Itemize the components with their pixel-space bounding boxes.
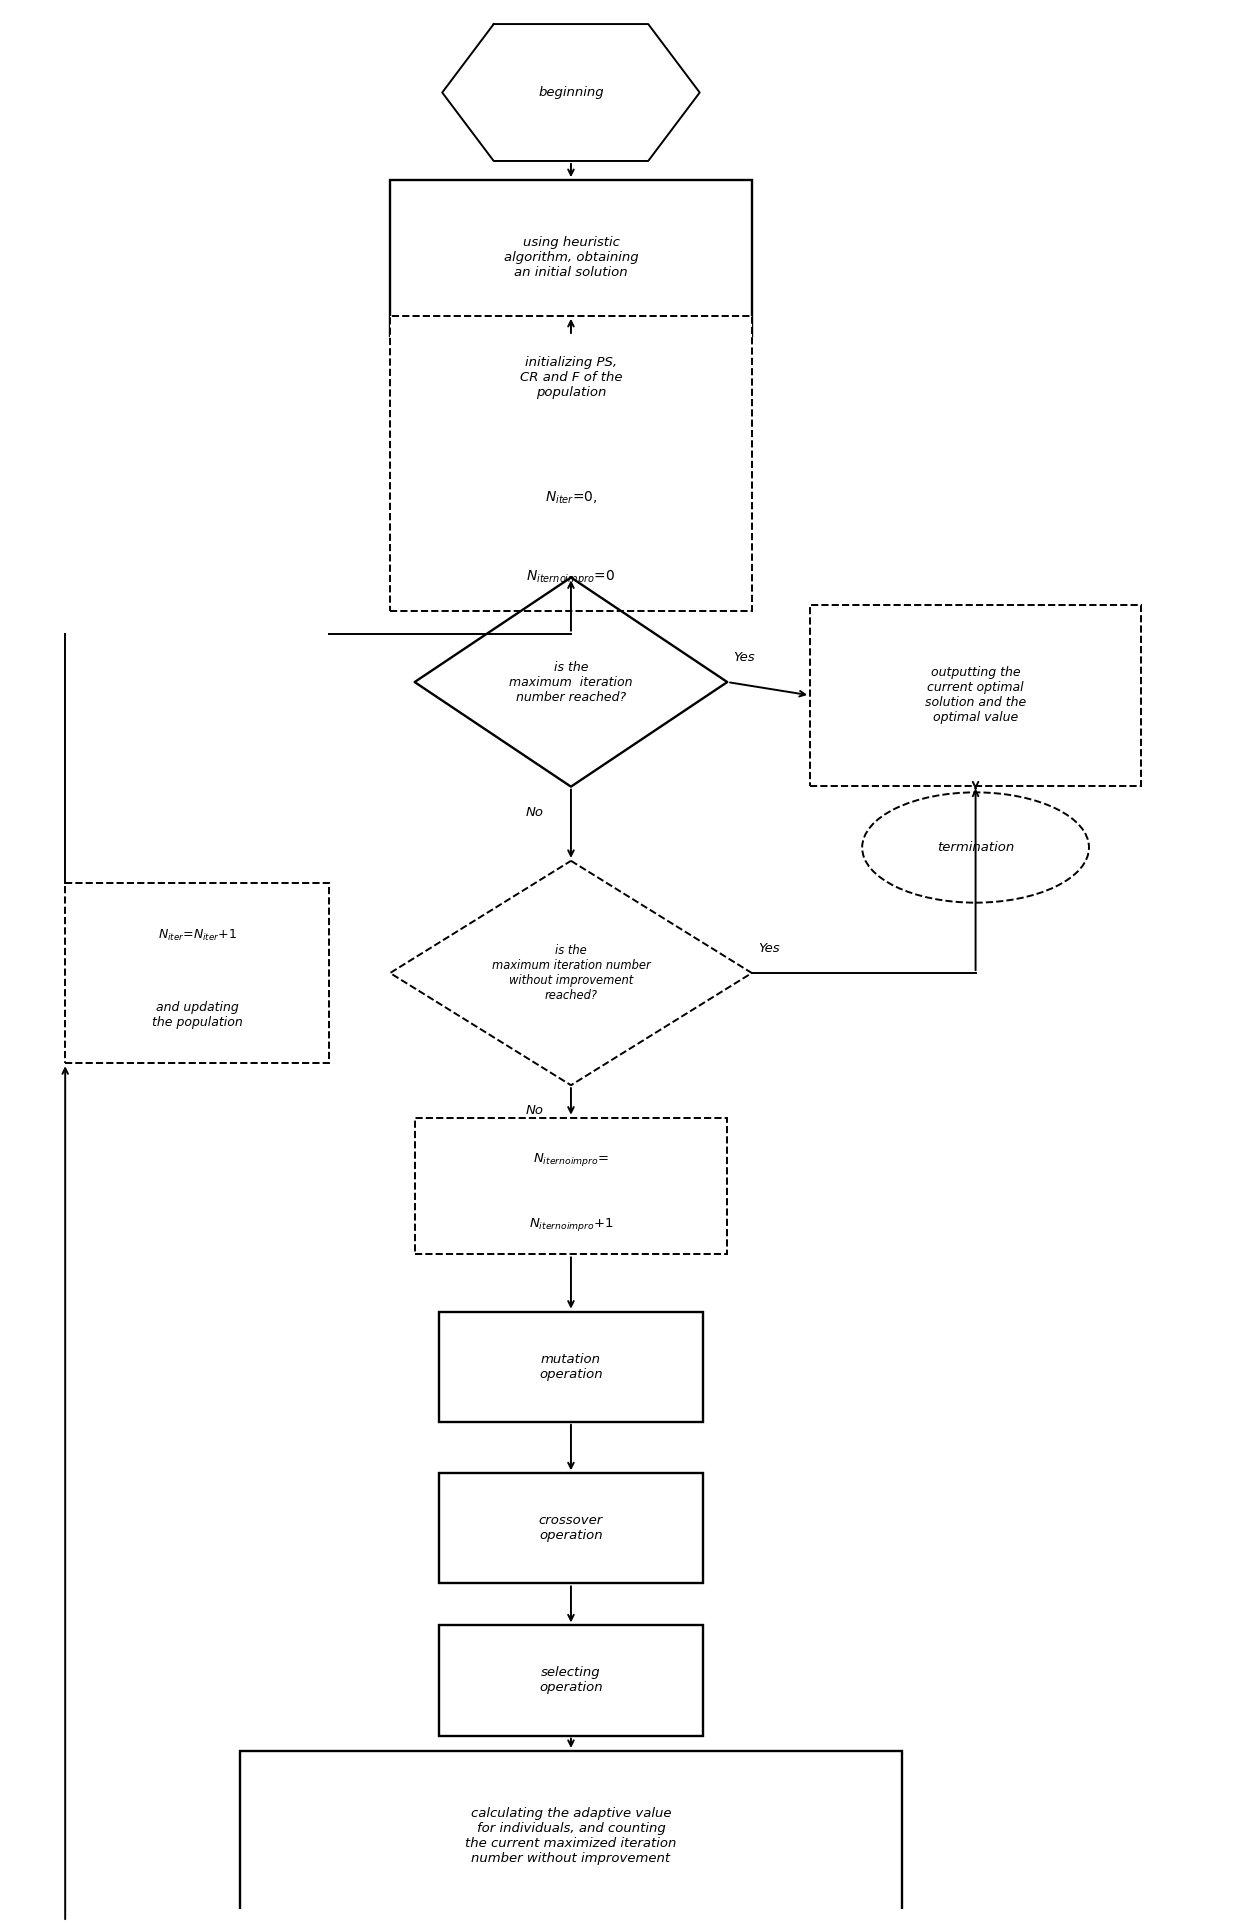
Bar	[810, 605, 1141, 786]
Polygon shape	[414, 578, 728, 786]
Text: Yes: Yes	[733, 651, 755, 664]
Bar	[239, 1751, 901, 1922]
Text: outputting the
current optimal
solution and the
optimal value: outputting the current optimal solution …	[925, 666, 1027, 724]
Bar	[391, 179, 751, 335]
Bar	[439, 1626, 703, 1735]
Text: beginning: beginning	[538, 87, 604, 98]
Text: initializing PS,
CR and F of the
population: initializing PS, CR and F of the populat…	[520, 356, 622, 399]
Bar	[414, 1117, 728, 1254]
Text: $N_{iter}$=$N_{iter}$+1: $N_{iter}$=$N_{iter}$+1	[157, 928, 237, 942]
Text: $N_{iternoimpro}$+1: $N_{iternoimpro}$+1	[528, 1215, 614, 1233]
Bar	[391, 316, 751, 611]
Polygon shape	[443, 23, 699, 162]
Text: $N_{iternoimpro}$=: $N_{iternoimpro}$=	[533, 1152, 609, 1167]
Text: $N_{iter}$=0,: $N_{iter}$=0,	[544, 489, 598, 507]
Text: mutation
operation: mutation operation	[539, 1352, 603, 1381]
Ellipse shape	[862, 792, 1089, 903]
Polygon shape	[391, 861, 751, 1084]
Text: selecting
operation: selecting operation	[539, 1666, 603, 1695]
Bar	[439, 1473, 703, 1583]
Text: No: No	[526, 1104, 543, 1117]
Text: is the
maximum  iteration
number reached?: is the maximum iteration number reached?	[510, 661, 632, 703]
Text: and updating
the population: and updating the population	[151, 1002, 242, 1028]
Text: using heuristic
algorithm, obtaining
an initial solution: using heuristic algorithm, obtaining an …	[503, 237, 639, 279]
Bar	[66, 882, 329, 1063]
Text: $N_{iternoimpro}$=0: $N_{iternoimpro}$=0	[527, 568, 615, 587]
Text: calculating the adaptive value
for individuals, and counting
the current maximiz: calculating the adaptive value for indiv…	[465, 1807, 677, 1866]
Text: crossover
operation: crossover operation	[539, 1514, 603, 1543]
Bar	[439, 1312, 703, 1421]
Text: is the
maximum iteration number
without improvement
reached?: is the maximum iteration number without …	[491, 944, 650, 1002]
Text: termination: termination	[937, 842, 1014, 853]
Text: Yes: Yes	[758, 942, 780, 955]
Text: No: No	[526, 805, 543, 819]
